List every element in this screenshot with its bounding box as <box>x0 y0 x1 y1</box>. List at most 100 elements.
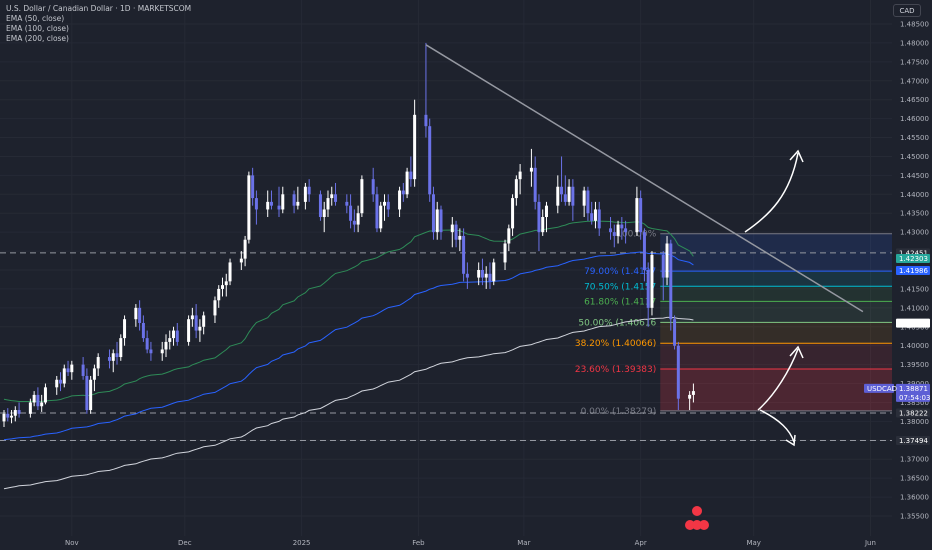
candle-body[interactable] <box>198 326 202 331</box>
candle-body[interactable] <box>160 349 164 354</box>
candle-body[interactable] <box>307 186 311 195</box>
candle-body[interactable] <box>92 368 96 380</box>
bounce-arrow[interactable] <box>757 348 799 411</box>
candle-body[interactable] <box>149 349 153 354</box>
candle-body[interactable] <box>81 364 85 376</box>
candle-body[interactable] <box>435 209 439 233</box>
time-axis[interactable]: Nov Dec 2025 Feb Mar Apr May Jun <box>65 539 876 547</box>
candle-body[interactable] <box>609 228 613 233</box>
candle-body[interactable] <box>345 201 349 206</box>
candle-body[interactable] <box>458 235 462 240</box>
candle-body[interactable] <box>439 209 443 233</box>
candle-body[interactable] <box>318 194 322 218</box>
candle-body[interactable] <box>624 228 628 233</box>
candle-body[interactable] <box>560 186 564 195</box>
candle-body[interactable] <box>13 410 17 416</box>
candle-body[interactable] <box>650 254 654 308</box>
candle-body[interactable] <box>382 201 386 206</box>
candle-body[interactable] <box>462 235 466 274</box>
candle-body[interactable] <box>269 201 273 206</box>
candle-body[interactable] <box>194 315 198 331</box>
candle-body[interactable] <box>691 391 695 395</box>
event-icon[interactable] <box>685 520 695 530</box>
candle-body[interactable] <box>431 194 435 233</box>
candle-body[interactable] <box>507 228 511 244</box>
candle-body[interactable] <box>424 114 428 127</box>
candle-body[interactable] <box>111 353 115 361</box>
breakdown-arrow[interactable] <box>759 409 795 443</box>
candle-body[interactable] <box>544 205 548 218</box>
candle-body[interactable] <box>326 198 330 210</box>
candle-body[interactable] <box>413 114 417 180</box>
candle-body[interactable] <box>221 285 224 289</box>
candle-body[interactable] <box>514 179 518 199</box>
candle-body[interactable] <box>224 281 228 286</box>
candle-body[interactable] <box>398 190 402 210</box>
candle-body[interactable] <box>401 190 405 195</box>
candle-body[interactable] <box>661 254 665 278</box>
candle-body[interactable] <box>228 262 232 282</box>
candle-body[interactable] <box>175 330 179 342</box>
candle-body[interactable] <box>254 198 258 210</box>
candle-body[interactable] <box>115 353 119 358</box>
candle-body[interactable] <box>349 205 353 221</box>
candle-body[interactable] <box>541 217 545 233</box>
candle-body[interactable] <box>567 186 571 202</box>
candle-body[interactable] <box>454 224 458 240</box>
event-icon[interactable] <box>692 520 702 530</box>
candle-body[interactable] <box>292 194 296 206</box>
candle-body[interactable] <box>2 413 6 422</box>
candle-body[interactable] <box>134 307 138 320</box>
candle-body[interactable] <box>168 338 172 342</box>
currency-button[interactable]: CAD <box>893 4 921 17</box>
candle-body[interactable] <box>639 198 643 233</box>
candle-body[interactable] <box>360 179 364 214</box>
candle-body[interactable] <box>356 213 360 225</box>
event-icon[interactable] <box>699 520 709 530</box>
candle-body[interactable] <box>202 315 206 327</box>
candle-body[interactable] <box>62 368 66 384</box>
candle-body[interactable] <box>40 402 44 407</box>
candle-body[interactable] <box>239 258 243 263</box>
candle-body[interactable] <box>465 273 469 278</box>
candle-body[interactable] <box>138 307 142 323</box>
candle-body[interactable] <box>141 322 145 339</box>
candle-body[interactable] <box>10 415 14 418</box>
candle-body[interactable] <box>59 379 63 384</box>
candle-body[interactable] <box>597 209 601 229</box>
candle-body[interactable] <box>371 179 375 195</box>
candle-body[interactable] <box>518 171 522 180</box>
drawings[interactable] <box>425 44 864 447</box>
legend-title[interactable]: U.S. Dollar / Canadian Dollar · 1D · MAR… <box>6 4 192 13</box>
candle-body[interactable] <box>428 126 432 195</box>
candle-body[interactable] <box>352 220 356 225</box>
candle-body[interactable] <box>590 213 594 221</box>
candle-body[interactable] <box>36 394 40 407</box>
candle-body[interactable] <box>96 357 100 369</box>
candle-body[interactable] <box>296 201 300 206</box>
candle-body[interactable] <box>676 345 680 399</box>
candle-body[interactable] <box>172 330 176 339</box>
candle-body[interactable] <box>563 194 567 202</box>
candle-body[interactable] <box>213 300 217 316</box>
candle-body[interactable] <box>6 413 10 418</box>
candle-body[interactable] <box>642 232 646 270</box>
candle-body[interactable] <box>379 205 383 229</box>
candle-body[interactable] <box>492 262 496 282</box>
candle-body[interactable] <box>281 194 285 210</box>
candle-body[interactable] <box>375 194 379 229</box>
candle-body[interactable] <box>511 198 515 229</box>
candle-body[interactable] <box>537 201 541 233</box>
candle-body[interactable] <box>612 232 616 236</box>
candle-body[interactable] <box>556 186 560 206</box>
legend-ema-200[interactable]: EMA (200, close) <box>6 34 69 43</box>
breakout-arrow[interactable] <box>744 152 799 233</box>
candle-body[interactable] <box>85 375 89 411</box>
candle-body[interactable] <box>266 201 270 210</box>
candle-body[interactable] <box>107 357 111 361</box>
candle-body[interactable] <box>386 201 390 210</box>
candle-body[interactable] <box>190 315 194 320</box>
candle-body[interactable] <box>488 273 492 282</box>
